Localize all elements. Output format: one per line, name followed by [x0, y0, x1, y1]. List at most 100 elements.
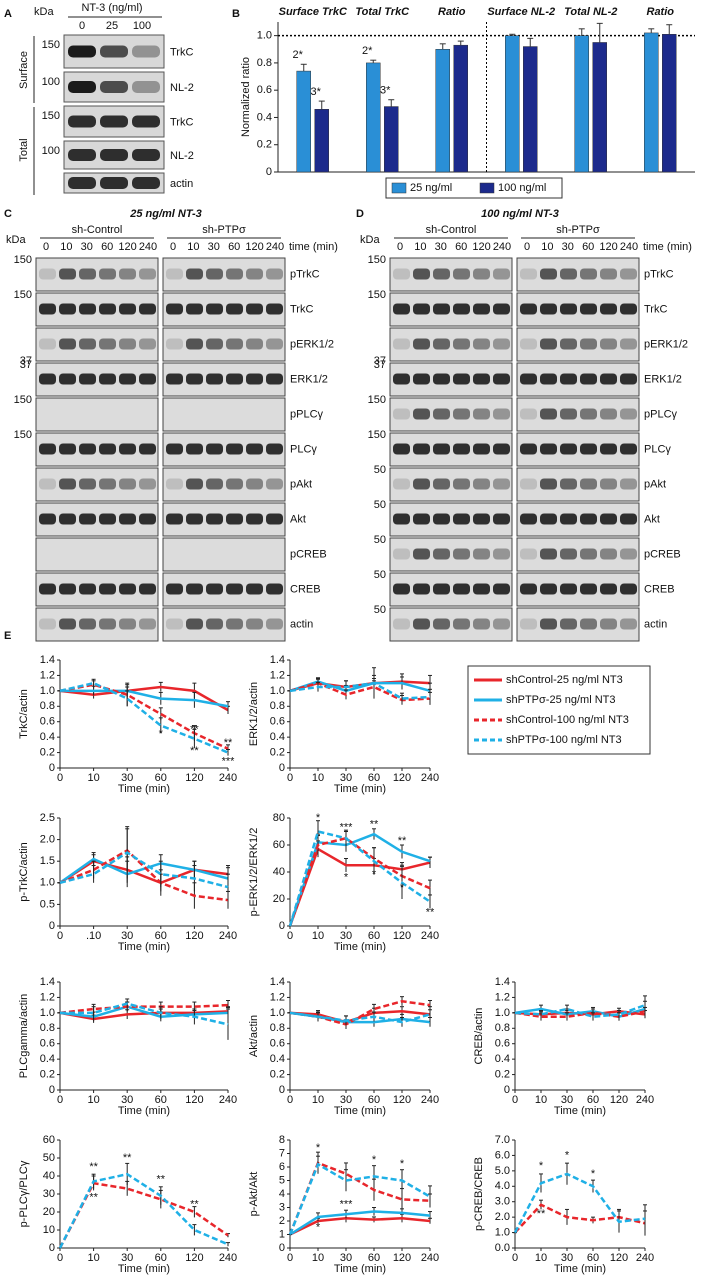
y-axis-label: Normalized ratio: [240, 57, 252, 137]
y-tick-label: 3: [279, 1201, 285, 1213]
y-tick-label: 1.0: [270, 685, 285, 697]
blot-header: NT-3 (ng/ml): [81, 2, 142, 14]
significance: **: [398, 835, 407, 847]
significance: *: [565, 1149, 570, 1161]
series-line: [289, 680, 431, 693]
band: [560, 583, 577, 595]
significance: **: [426, 906, 435, 918]
band: [266, 268, 283, 280]
y-tick-label: 60: [43, 1134, 55, 1146]
band: [132, 149, 160, 161]
band: [166, 443, 183, 455]
band: [39, 583, 56, 595]
band: [413, 583, 430, 595]
band: [186, 268, 203, 280]
band: [246, 478, 263, 490]
band: [68, 81, 96, 93]
y-tick-label: 5.0: [495, 1165, 510, 1177]
band-label: pCREB: [290, 548, 327, 560]
blot-strip: [389, 432, 513, 467]
y-tick-label: 6.0: [495, 1149, 510, 1161]
y-axis-label: p-PLCγ/PLCγ: [18, 1160, 30, 1227]
y-tick-label: 0.5: [40, 898, 55, 910]
kda-marker: 37: [374, 355, 386, 367]
y-tick-label: 0.2: [270, 746, 285, 758]
series-line: [59, 857, 229, 884]
kda-marker: 150: [14, 254, 32, 266]
band: [580, 443, 597, 455]
band-label: NL-2: [170, 82, 194, 94]
band: [473, 373, 490, 385]
band-label: TrkC: [170, 116, 193, 128]
band: [453, 303, 470, 315]
y-tick-label: 4.0: [495, 1180, 510, 1192]
band: [433, 303, 450, 315]
y-tick-label: 2: [279, 1215, 285, 1227]
x-tick-label: 0: [57, 1252, 63, 1264]
blot-strip: [389, 502, 513, 537]
blot-strip: [162, 607, 286, 642]
band: [620, 408, 637, 420]
x-tick-label: 0: [512, 1252, 518, 1264]
x-tick-label: 60: [368, 1094, 380, 1106]
band: [540, 583, 557, 595]
significance: **: [224, 737, 233, 749]
x-tick-label: 120: [393, 930, 411, 942]
y-tick-label: 0: [266, 166, 272, 178]
band: [246, 303, 263, 315]
band: [433, 408, 450, 420]
significance: *: [159, 728, 164, 740]
band-label: ERK1/2: [644, 373, 682, 385]
x-tick-label: 120: [185, 772, 203, 784]
significance: **: [157, 1174, 166, 1186]
bar: [296, 70, 311, 173]
band: [580, 618, 597, 630]
x-tick-label: 10: [535, 1252, 547, 1264]
band: [186, 583, 203, 595]
kda-label: kDa: [360, 234, 380, 246]
series-line: [288, 1162, 431, 1235]
band: [580, 478, 597, 490]
band: [560, 443, 577, 455]
band-label: actin: [290, 618, 313, 630]
legend-swatch: [391, 182, 407, 194]
band: [600, 618, 617, 630]
x-tick-label: 30: [121, 772, 133, 784]
band: [186, 303, 203, 315]
band-label: pAkt: [644, 478, 666, 490]
band: [560, 478, 577, 490]
y-tick-label: 80: [273, 812, 285, 824]
y-axis-label: p-ERK1/2/ERK1/2: [248, 828, 260, 917]
y-tick-label: 0.8: [40, 700, 55, 712]
band: [493, 548, 510, 560]
band: [540, 478, 557, 490]
series-line: [289, 681, 431, 700]
x-tick-label: 120: [393, 1252, 411, 1264]
band: [600, 443, 617, 455]
x-tick-label: 120: [393, 772, 411, 784]
series-line: [289, 1210, 431, 1236]
lane-label: 10: [60, 241, 72, 253]
series-line: [289, 1011, 431, 1024]
band: [226, 338, 243, 350]
x-axis-label: Time (min): [334, 1263, 386, 1275]
band-label: TrkC: [644, 303, 667, 315]
band: [99, 583, 116, 595]
band: [139, 268, 156, 280]
band: [68, 115, 96, 128]
band: [620, 268, 637, 280]
blot-strip: [516, 432, 640, 467]
legend-swatch: [479, 182, 495, 194]
blot-strip: [389, 467, 513, 502]
band: [166, 583, 183, 595]
y-tick-label: 1.0: [270, 1007, 285, 1019]
band: [226, 373, 243, 385]
x-axis-label: Time (min): [118, 783, 170, 795]
band: [68, 45, 96, 58]
y-tick-label: 7.0: [495, 1134, 510, 1146]
band: [59, 268, 76, 280]
band: [473, 548, 490, 560]
blot-strip: [162, 362, 286, 397]
band: [580, 548, 597, 560]
band: [139, 618, 156, 630]
